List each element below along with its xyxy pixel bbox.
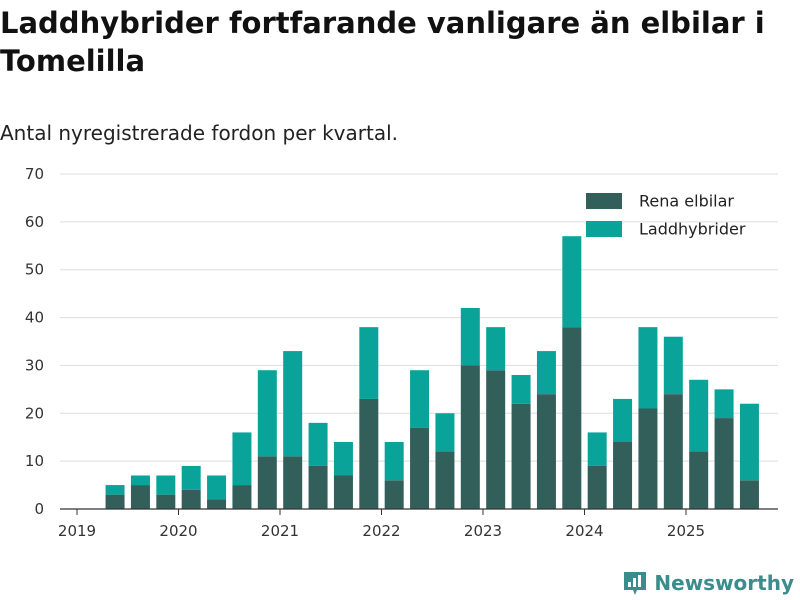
- bar-rena-elbilar: [739, 480, 759, 509]
- bar-rena-elbilar: [613, 442, 633, 509]
- x-tick-label: 2022: [362, 522, 400, 540]
- y-tick-label: 30: [25, 356, 44, 374]
- bar-laddhybrider: [333, 442, 353, 476]
- bar-rena-elbilar: [384, 480, 404, 509]
- bar-rena-elbilar: [333, 475, 353, 509]
- legend-swatch-rena-elbilar: [586, 193, 622, 209]
- bar-laddhybrider: [739, 403, 759, 481]
- brand-name: Newsworthy: [654, 571, 794, 595]
- bar-laddhybrider: [283, 351, 303, 457]
- x-tick-label: 2020: [159, 522, 197, 540]
- y-tick-label: 60: [25, 213, 44, 231]
- bar-laddhybrider: [257, 370, 277, 457]
- bar-rena-elbilar: [130, 485, 150, 509]
- bar-laddhybrider: [156, 475, 176, 495]
- chart-title: Laddhybrider fortfarande vanligare än el…: [0, 6, 765, 78]
- bar-rena-elbilar: [663, 394, 683, 509]
- brand-logo: Newsworthy: [622, 570, 794, 596]
- x-tick-label: 2019: [58, 522, 96, 540]
- x-tick-label: 2024: [565, 522, 603, 540]
- bar-rena-elbilar: [207, 499, 227, 509]
- bar-rena-elbilar: [308, 465, 328, 509]
- newsworthy-logo-icon: [624, 572, 647, 595]
- bar-laddhybrider: [663, 336, 683, 395]
- legend-label-laddhybrider: Laddhybrider: [639, 220, 746, 239]
- bar-rena-elbilar: [257, 456, 277, 509]
- x-tick-label: 2025: [667, 522, 705, 540]
- bar-laddhybrider: [562, 236, 582, 328]
- bar-laddhybrider: [486, 327, 506, 371]
- legend-swatch-laddhybrider: [586, 221, 622, 237]
- bar-rena-elbilar: [283, 456, 303, 509]
- bar-rena-elbilar: [486, 370, 506, 509]
- bar-laddhybrider: [384, 442, 404, 481]
- bar-rena-elbilar: [105, 494, 125, 509]
- bar-laddhybrider: [105, 485, 125, 495]
- bar-laddhybrider: [435, 413, 455, 452]
- y-tick-label: 40: [25, 309, 44, 327]
- bar-laddhybrider: [130, 475, 150, 486]
- bar-rena-elbilar: [232, 485, 252, 509]
- bar-laddhybrider: [308, 422, 328, 466]
- y-tick-label: 20: [25, 404, 44, 422]
- bar-laddhybrider: [689, 379, 709, 452]
- bar-rena-elbilar: [410, 427, 430, 509]
- bar-laddhybrider: [536, 351, 556, 395]
- bar-laddhybrider: [207, 475, 227, 500]
- bar-laddhybrider: [359, 327, 379, 399]
- y-tick-label: 50: [25, 261, 44, 279]
- bar-laddhybrider: [613, 398, 633, 442]
- bar-rena-elbilar: [714, 418, 734, 509]
- y-tick-label: 70: [25, 165, 44, 183]
- bar-rena-elbilar: [511, 403, 531, 509]
- bar-laddhybrider: [511, 375, 531, 404]
- bar-rena-elbilar: [460, 365, 480, 509]
- bar-laddhybrider: [181, 465, 201, 490]
- bar-rena-elbilar: [359, 398, 379, 509]
- x-tick-label: 2023: [464, 522, 502, 540]
- bar-rena-elbilar: [562, 327, 582, 509]
- legend-label-rena-elbilar: Rena elbilar: [639, 192, 734, 211]
- chart-subtitle: Antal nyregistrerade fordon per kvartal.: [0, 121, 399, 145]
- x-tick-label: 2021: [261, 522, 299, 540]
- bar-laddhybrider: [587, 432, 607, 466]
- bar-laddhybrider: [232, 432, 252, 486]
- bar-laddhybrider: [410, 370, 430, 428]
- bar-rena-elbilar: [689, 451, 709, 509]
- bar-rena-elbilar: [435, 451, 455, 509]
- bar-rena-elbilar: [638, 408, 658, 509]
- bar-laddhybrider: [638, 327, 658, 409]
- bar-rena-elbilar: [536, 394, 556, 509]
- bar-laddhybrider: [714, 389, 734, 419]
- bar-rena-elbilar: [587, 465, 607, 509]
- y-tick-label: 10: [25, 452, 44, 470]
- y-tick-label: 0: [34, 500, 44, 518]
- bar-rena-elbilar: [181, 489, 201, 509]
- stacked-bar-chart: 0 10 20 30 40 50 60 70 2019 2020 2021 2022 2023 2024 2…: [25, 165, 778, 540]
- bar-laddhybrider: [460, 308, 480, 366]
- bar-rena-elbilar: [156, 494, 176, 509]
